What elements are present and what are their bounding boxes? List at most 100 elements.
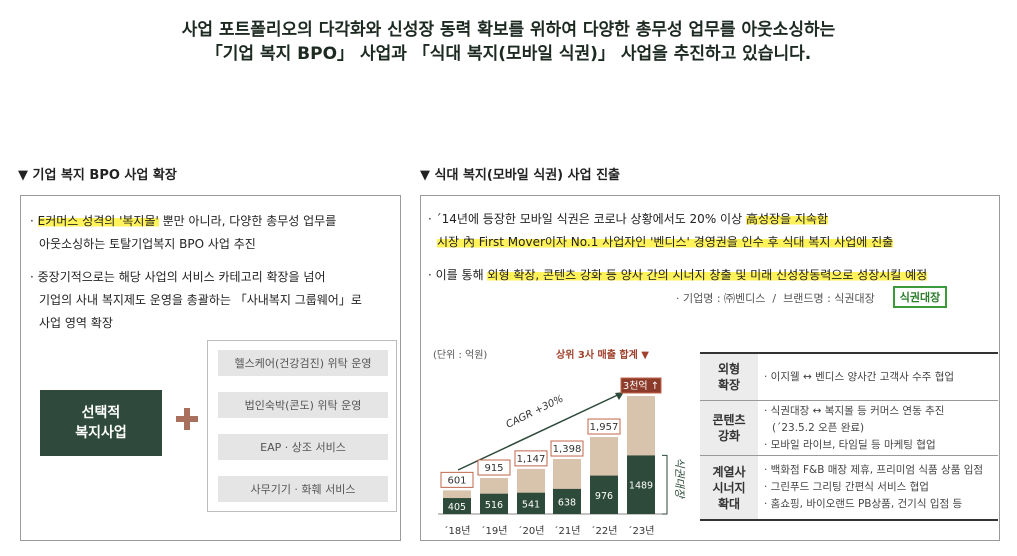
row-head-line: 시너지 bbox=[712, 480, 746, 495]
section-title: ▼ 기업 복지 BPO 사업 확장 bbox=[18, 168, 177, 183]
header-line: 사업 포트폴리오의 다각화와 신성장 동력 확보를 위하여 다양한 총무성 업무… bbox=[181, 20, 836, 40]
row-item: · 그린푸드 그리팅 간편식 서비스 협업 bbox=[764, 481, 929, 493]
service-item: 사무기기 · 화훼 서비스 bbox=[218, 476, 388, 502]
section-title: ▼ 식대 복지(모바일 식권) 사업 진출 bbox=[420, 168, 620, 183]
row-item: · 홈쇼핑, 바이오랜드 PB상품, 건기식 입점 등 bbox=[764, 498, 963, 510]
chart-unit: (단위 : 억원) bbox=[433, 348, 487, 361]
service-item: 법인숙박(콘도) 위탁 운영 bbox=[218, 392, 388, 418]
bullet-text: 기업의 사내 복지제도 운영을 총괄하는 「사내복지 그룹웨어」로 bbox=[39, 293, 362, 307]
core-box: 선택적 복지사업 bbox=[40, 390, 162, 456]
row-item: · 이지웰 ↔ 벤디스 양사간 고객사 수주 협업 bbox=[764, 370, 955, 383]
x-tick-label: ´22년 bbox=[591, 525, 618, 537]
brand-bar bbox=[480, 493, 508, 514]
cagr-arrowhead bbox=[615, 392, 624, 400]
left-panel bbox=[20, 195, 401, 541]
brand-bar bbox=[553, 488, 581, 514]
bullet-line: 시장 內 First Mover이자 No.1 사업자인 '벤디스' 경영권을 … bbox=[428, 231, 927, 254]
bullet-line: · 중장기적으로는 해당 사업의 서비스 카테고리 확장을 넘어 bbox=[30, 266, 362, 289]
x-tick-label: ´18년 bbox=[444, 525, 471, 537]
right-panel bbox=[420, 195, 1000, 541]
x-tick-label: ´21년 bbox=[554, 525, 581, 537]
header: 사업 포트폴리오의 다각화와 신성장 동력 확보를 위하여 다양한 총무성 업무… bbox=[0, 18, 1017, 66]
total-label-box bbox=[440, 471, 474, 488]
total-label-box bbox=[514, 450, 548, 467]
total-value-label: 1,398 bbox=[553, 444, 582, 455]
bullet-line: 사업 영역 확장 bbox=[30, 312, 362, 335]
bullet-gap bbox=[428, 254, 927, 264]
cagr-label: CAGR +30% bbox=[504, 393, 565, 430]
bullet-line: · ´14년에 등장한 모바일 식권은 코로나 상황에서도 20% 이상 高성장… bbox=[428, 208, 927, 231]
bullet-text: · 이를 통해 bbox=[428, 268, 488, 282]
total-label-box bbox=[620, 377, 662, 394]
x-tick-label: ´19년 bbox=[481, 525, 508, 537]
brand-label: 식권대장 bbox=[673, 457, 686, 499]
bullet-text: 사업 영역 확장 bbox=[39, 316, 113, 330]
header-line: 「기업 복지 BPO」 사업과 「식대 복지(모바일 식권)」 사업을 추진하고… bbox=[205, 44, 812, 64]
highlight-text: 시장 內 First Mover이자 No.1 사업자인 '벤디스' 경영권을 … bbox=[437, 235, 894, 249]
highlight-text: E커머스 성격의 '복지몰' bbox=[37, 214, 159, 228]
core-line: 선택적 bbox=[81, 405, 121, 421]
row-head-line: 강화 bbox=[717, 429, 741, 443]
row-head-line: 확대 bbox=[717, 496, 741, 511]
total-value-label: 1,957 bbox=[590, 422, 619, 433]
brand-value-label: 976 bbox=[595, 491, 613, 502]
strategy-row: 계열사 시너지 확대 · 백화점 F&B 매장 제휴, 프리미엄 식품 상품 입점 · … bbox=[700, 455, 998, 521]
bullet-line: 기업의 사내 복지제도 운영을 총괄하는 「사내복지 그룹웨어」로 bbox=[30, 289, 362, 312]
brand-logo: 식권대장 bbox=[893, 286, 947, 308]
total-value-label: 3천억 ↑ bbox=[623, 380, 659, 392]
brand-value-label: 405 bbox=[448, 502, 466, 513]
brand-bar bbox=[443, 498, 471, 514]
total-value-label: 601 bbox=[447, 475, 466, 486]
row-head-line: 확장 bbox=[717, 378, 741, 392]
x-tick-label: ´20년 bbox=[518, 525, 545, 537]
service-item: EAP · 상조 서비스 bbox=[218, 434, 388, 460]
total-label-box bbox=[550, 440, 584, 457]
bullet-text: 아웃소싱하는 토탈기업복지 BPO 사업 추진 bbox=[39, 237, 256, 251]
cagr-arrow bbox=[457, 391, 625, 471]
bullet-text: · 중장기적으로는 해당 사업의 서비스 카테고리 확장을 넘어 bbox=[30, 270, 326, 284]
brand-bracket bbox=[662, 454, 668, 515]
highlight-text: 高성장을 지속함 bbox=[745, 212, 828, 226]
bullet-line: · E커머스 성격의 '복지몰' 뿐만 아니라, 다양한 총무성 업무를 bbox=[30, 210, 362, 233]
bullet-text: · bbox=[30, 214, 38, 228]
total-label-box bbox=[477, 459, 511, 476]
total-label-box bbox=[587, 418, 621, 435]
row-items: · 백화점 F&B 매장 제휴, 프리미엄 식품 상품 입점 · 그린푸드 그리팅… bbox=[758, 456, 998, 519]
brand-bar bbox=[627, 455, 655, 514]
bullet-text: 뿐만 아니라, 다양한 총무성 업무를 bbox=[158, 214, 337, 228]
brand-bar bbox=[517, 492, 545, 514]
row-head: 계열사 시너지 확대 bbox=[700, 456, 758, 519]
core-line: 복지사업 bbox=[75, 425, 127, 441]
row-item: (´23.5.2 오픈 완료) bbox=[772, 421, 865, 434]
total-value-label: 915 bbox=[484, 463, 503, 474]
bullet-line: 아웃소싱하는 토탈기업복지 BPO 사업 추진 bbox=[30, 233, 362, 256]
right-bullets: · ´14년에 등장한 모바일 식권은 코로나 상황에서도 20% 이상 高성장… bbox=[428, 208, 928, 287]
row-items: · 이지웰 ↔ 벤디스 양사간 고객사 수주 협업 bbox=[758, 354, 998, 400]
row-items: · 식권대장 ↔ 복지몰 등 커머스 연동 추진 (´23.5.2 오픈 완료) ·… bbox=[758, 401, 998, 455]
row-item: · 백화점 F&B 매장 제휴, 프리미엄 식품 상품 입점 bbox=[764, 464, 984, 476]
brand-value-label: 541 bbox=[522, 499, 540, 510]
brand-value-label: 516 bbox=[485, 500, 503, 511]
total-value-label: 1,147 bbox=[517, 454, 546, 465]
service-item: 헬스케어(건강검진) 위탁 운영 bbox=[218, 350, 388, 376]
chart-total-label: 상위 3사 매출 합계 ▼ bbox=[556, 348, 649, 361]
bullet-line: · 이를 통해 외형 확장, 콘텐츠 강화 등 양사 간의 시너지 창출 및 미… bbox=[428, 264, 928, 287]
row-item: · 식권대장 ↔ 복지몰 등 커머스 연동 추진 bbox=[764, 404, 945, 417]
x-tick-label: ´23년 bbox=[628, 525, 655, 537]
brand-value-label: 1489 bbox=[629, 481, 653, 492]
row-item: · 모바일 라이브, 타임딜 등 마케팅 협업 bbox=[764, 438, 936, 451]
row-head-line: 계열사 bbox=[712, 464, 746, 479]
bullet-text: · ´14년에 등장한 모바일 식권은 코로나 상황에서도 20% 이상 bbox=[428, 212, 746, 226]
plus-icon bbox=[184, 408, 190, 430]
service-frame bbox=[207, 340, 397, 512]
highlight-text: 외형 확장, 콘텐츠 강화 등 양사 간의 시너지 창출 및 미래 신성장동력으… bbox=[487, 268, 928, 282]
row-head-line: 콘텐츠 bbox=[712, 413, 746, 427]
row-head-line: 외형 bbox=[717, 362, 741, 376]
brand-bar bbox=[590, 475, 618, 514]
